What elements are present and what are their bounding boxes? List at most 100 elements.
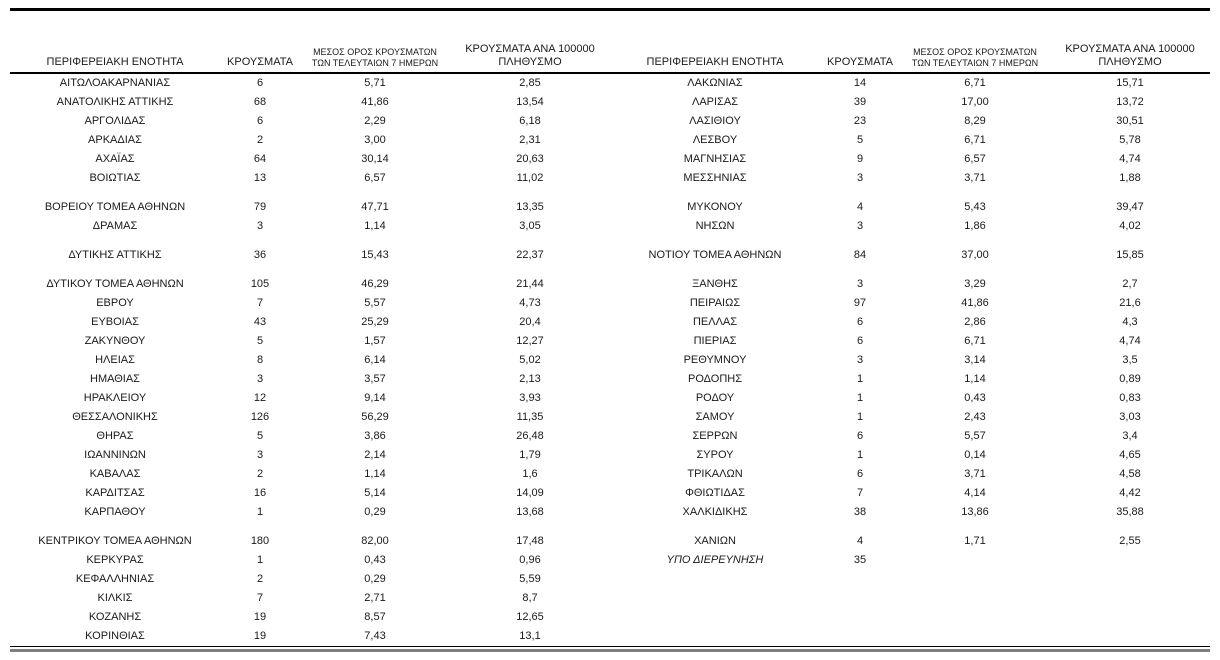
- left-per100k-cell: 12,65: [516, 611, 544, 623]
- left-per100k-cell: 2,31: [519, 134, 541, 146]
- right-avg7-cell: 41,86: [961, 297, 989, 309]
- table-row: ΑΙΤΩΛΟΑΚΑΡΝΑΝΙΑΣ 6 5,71 2,85 ΛΑΚΩΝΙΑΣ 14 6,71 1…: [10, 73, 1210, 93]
- right-cases-cell: 7: [856, 487, 864, 499]
- left-region-cell: ΑΝΑΤΟΛΙΚΗΣ ΑΤΤΙΚΗΣ: [56, 96, 174, 108]
- left-per100k-cell: 6,18: [519, 115, 541, 127]
- right-avg7-cell: 37,00: [961, 249, 989, 261]
- right-region-cell: ΤΡΙΚΑΛΩΝ: [687, 468, 743, 480]
- left-region-cell: ΘΗΡΑΣ: [96, 430, 134, 442]
- right-region-cell: ΞΑΝΘΗΣ: [692, 278, 738, 290]
- left-per100k-cell: 20,63: [516, 153, 544, 165]
- left-region-cell: ΗΡΑΚΛΕΙΟΥ: [83, 392, 147, 404]
- left-avg7-cell: 8,57: [364, 611, 386, 623]
- col-header-cases-right: ΚΡΟΥΣΜΑΤΑ: [820, 11, 900, 74]
- right-region-cell: ΠΙΕΡΙΑΣ: [693, 335, 737, 347]
- right-region-cell: ΛΕΣΒΟΥ: [692, 134, 738, 146]
- right-region-cell: ΡΟΔΟΥ: [695, 392, 735, 404]
- left-cases-cell: 7: [256, 297, 264, 309]
- regional-cases-table: ΠΕΡΙΦΕΡΕΙΑΚΗ ΕΝΟΤΗΤΑ ΚΡΟΥΣΜΑΤΑ ΜΕΣΟΣ ΟΡΟ…: [10, 11, 1210, 647]
- spacer-row: [10, 236, 1210, 246]
- right-avg7-cell: 13,86: [961, 506, 989, 518]
- right-per100k-cell: 15,71: [1116, 77, 1144, 89]
- col-header-cases-left: ΚΡΟΥΣΜΑΤΑ: [220, 11, 300, 74]
- left-cases-cell: 3: [256, 373, 264, 385]
- right-per100k-cell: 3,4: [1122, 430, 1138, 442]
- right-avg7-cell: [900, 608, 1050, 627]
- right-per100k-cell: [1050, 627, 1210, 647]
- right-avg7-cell: 2,43: [964, 411, 986, 423]
- left-cases-cell: 43: [253, 316, 267, 328]
- left-region-cell: ΕΒΡΟΥ: [96, 297, 134, 309]
- right-per100k-cell: 15,85: [1116, 249, 1144, 261]
- left-cases-cell: 19: [253, 630, 267, 642]
- table-row: ΚΙΛΚΙΣ 7 2,71 8,7: [10, 589, 1210, 608]
- right-avg7-cell: [900, 570, 1050, 589]
- left-per100k-cell: 17,48: [516, 535, 544, 547]
- left-avg7-cell: 1,14: [364, 220, 386, 232]
- left-per100k-cell: 11,02: [516, 172, 544, 184]
- col-header-avg7-left: ΜΕΣΟΣ ΟΡΟΣ ΚΡΟΥΣΜΑΤΩΝ ΤΩΝ ΤΕΛΕΥΤΑΙΩΝ 7 Η…: [300, 11, 450, 74]
- table-row: ΚΑΡΠΑΘΟΥ 1 0,29 13,68 ΧΑΛΚΙΔΙΚΗΣ 38 13,86 35,88: [10, 503, 1210, 522]
- left-per100k-cell: 2,13: [519, 373, 541, 385]
- right-avg7-cell: 5,57: [964, 430, 986, 442]
- left-avg7-cell: 3,00: [364, 134, 386, 146]
- right-cases-cell: 1: [856, 373, 864, 385]
- left-region-cell: ΚΕΝΤΡΙΚΟΥ ΤΟΜΕΑ ΑΘΗΝΩΝ: [38, 535, 192, 547]
- table-row: ΔΥΤΙΚΟΥ ΤΟΜΕΑ ΑΘΗΝΩΝ 105 46,29 21,44 ΞΑΝΘΗΣ 3…: [10, 275, 1210, 294]
- right-per100k-cell: 4,65: [1119, 449, 1141, 461]
- table-row: ΚΟΡΙΝΘΙΑΣ 19 7,43 13,1: [10, 627, 1210, 647]
- left-per100k-cell: 3,93: [519, 392, 541, 404]
- top-rule: [10, 8, 1210, 11]
- right-region-cell: ΡΕΘΥΜΝΟΥ: [683, 354, 747, 366]
- right-cases-cell: 4: [856, 201, 864, 213]
- right-region-cell: ΣΑΜΟΥ: [695, 411, 735, 423]
- left-region-cell: ΚΟΡΙΝΘΙΑΣ: [85, 630, 145, 642]
- left-per100k-cell: 11,35: [516, 411, 544, 423]
- left-cases-cell: 1: [256, 554, 264, 566]
- left-cases-cell: 5: [256, 335, 264, 347]
- left-region-cell: ΑΙΤΩΛΟΑΚΑΡΝΑΝΙΑΣ: [59, 77, 171, 89]
- right-avg7-cell: 2,86: [964, 316, 986, 328]
- col-header-per100k-left: ΚΡΟΥΣΜΑΤΑ ΑΝΑ 100000 ΠΛΗΘΥΣΜΟ: [450, 11, 610, 74]
- right-per100k-cell: 4,02: [1119, 220, 1141, 232]
- left-region-cell: ΚΑΒΑΛΑΣ: [89, 468, 141, 480]
- left-per100k-cell: 13,54: [516, 96, 544, 108]
- left-region-cell: ΗΜΑΘΙΑΣ: [90, 373, 140, 385]
- left-region-cell: ΑΧΑΪΑΣ: [95, 153, 135, 165]
- table-row: ΘΕΣΣΑΛΟΝΙΚΗΣ 126 56,29 11,35 ΣΑΜΟΥ 1 2,43 3,03: [10, 408, 1210, 427]
- right-region-cell: ΡΟΔΟΠΗΣ: [687, 373, 743, 385]
- right-cases-cell: 35: [853, 554, 867, 566]
- header-row: ΠΕΡΙΦΕΡΕΙΑΚΗ ΕΝΟΤΗΤΑ ΚΡΟΥΣΜΑΤΑ ΜΕΣΟΣ ΟΡΟ…: [10, 11, 1210, 74]
- right-cases-cell: [820, 608, 900, 627]
- left-region-cell: ΔΥΤΙΚΗΣ ΑΤΤΙΚΗΣ: [68, 249, 162, 261]
- left-avg7-cell: 15,43: [361, 249, 389, 261]
- left-avg7-cell: 5,14: [364, 487, 386, 499]
- spacer-cell: [10, 265, 1210, 275]
- right-per100k-cell: 21,6: [1119, 297, 1141, 309]
- table-row: ΑΡΓΟΛΙΔΑΣ 6 2,29 6,18 ΛΑΣΙΘΙΟΥ 23 8,29 30,51: [10, 112, 1210, 131]
- left-cases-cell: 68: [253, 96, 267, 108]
- right-cases-cell: [820, 627, 900, 647]
- spacer-row: [10, 522, 1210, 532]
- left-per100k-cell: 2,85: [519, 77, 541, 89]
- left-avg7-cell: 2,29: [364, 115, 386, 127]
- right-cases-cell: 3: [856, 278, 864, 290]
- spacer-cell: [10, 236, 1210, 246]
- bottom-rule: [10, 649, 1210, 652]
- right-cases-cell: 38: [853, 506, 867, 518]
- right-avg7-cell: 1,71: [964, 535, 986, 547]
- right-per100k-cell: 0,89: [1119, 373, 1141, 385]
- left-region-cell: ΑΡΓΟΛΙΔΑΣ: [84, 115, 146, 127]
- right-region-cell: ΧΑΝΙΩΝ: [694, 535, 736, 547]
- right-region-cell: ΝΗΣΩΝ: [695, 220, 735, 232]
- col-header-avg7-right: ΜΕΣΟΣ ΟΡΟΣ ΚΡΟΥΣΜΑΤΩΝ ΤΩΝ ΤΕΛΕΥΤΑΙΩΝ 7 Η…: [900, 11, 1050, 74]
- right-region-cell: ΠΕΙΡΑΙΩΣ: [689, 297, 741, 309]
- left-cases-cell: 13: [253, 172, 267, 184]
- right-cases-cell: [820, 570, 900, 589]
- left-region-cell: ΔΡΑΜΑΣ: [92, 220, 138, 232]
- right-cases-cell: 3: [856, 220, 864, 232]
- right-per100k-cell: 30,51: [1116, 115, 1144, 127]
- right-per100k-cell: 39,47: [1116, 201, 1144, 213]
- left-cases-cell: 3: [256, 220, 264, 232]
- left-region-cell: ΖΑΚΥΝΘΟΥ: [84, 335, 146, 347]
